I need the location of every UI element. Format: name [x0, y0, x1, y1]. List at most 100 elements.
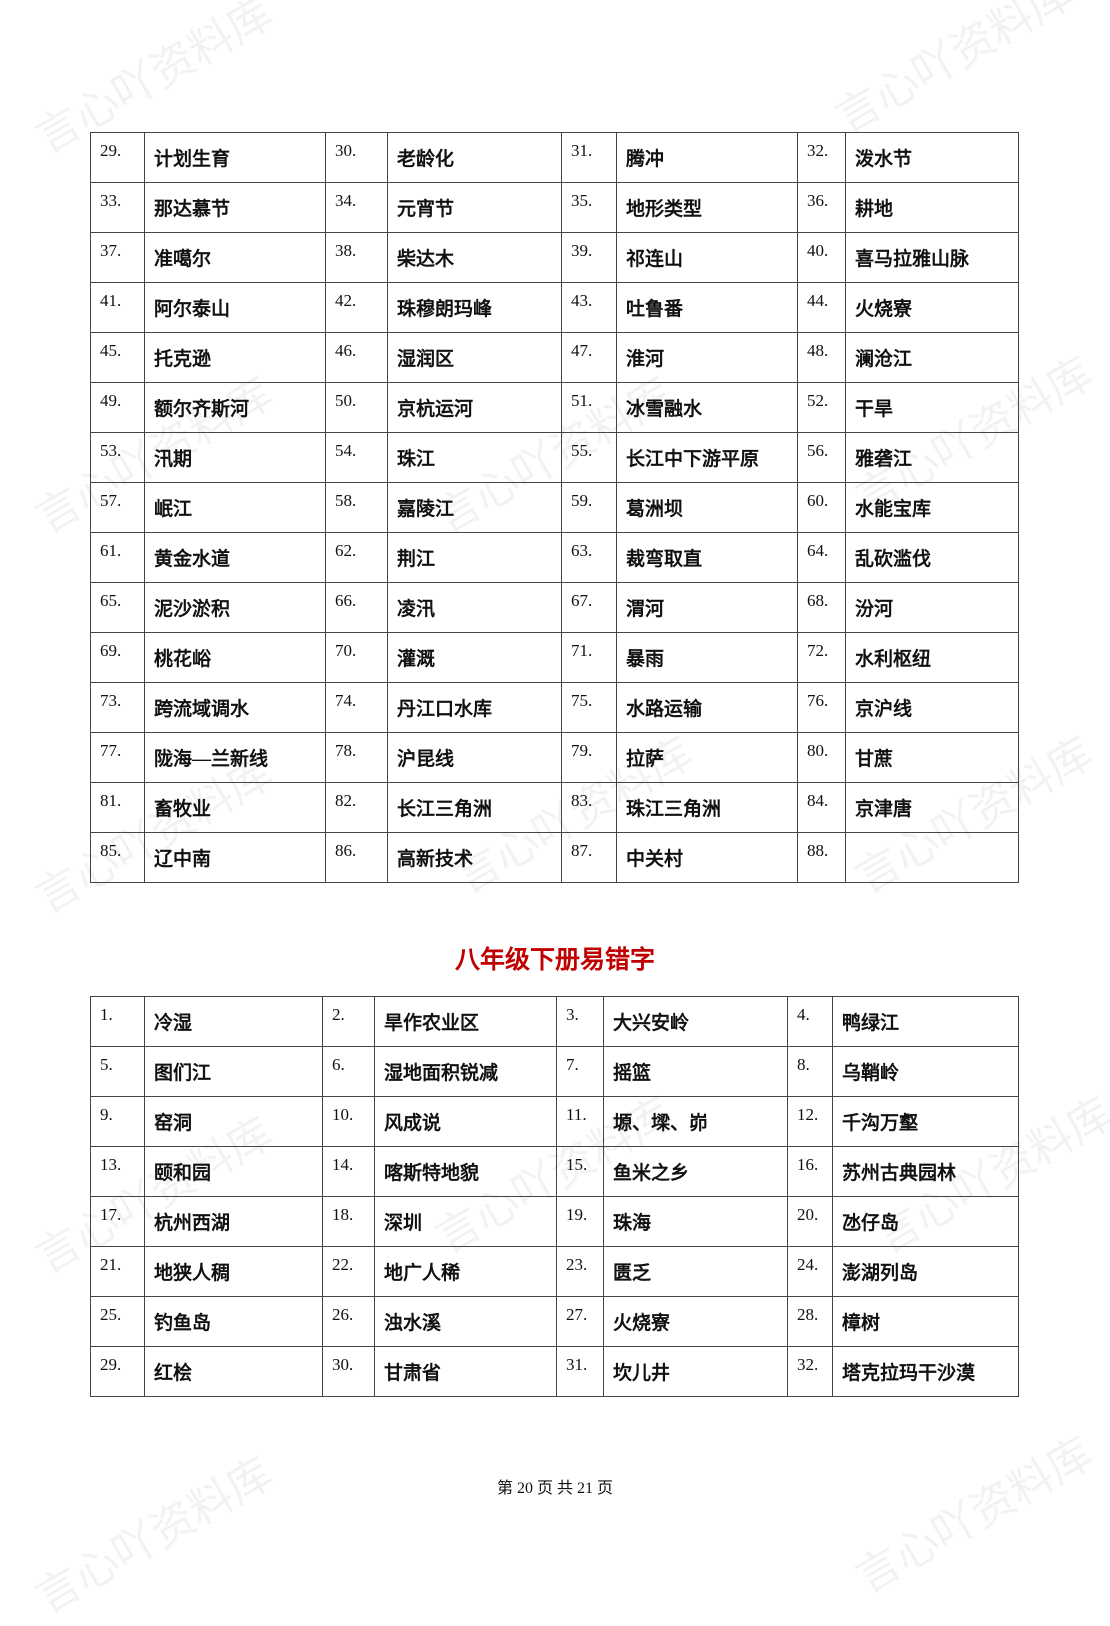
number-cell: 77. — [90, 732, 145, 783]
term-cell: 窑洞 — [144, 1096, 323, 1147]
number-cell: 55. — [561, 432, 617, 483]
term-cell: 火烧寮 — [603, 1296, 788, 1347]
table: 29. 计划生育 30. 老龄化 31. 腾冲 32. 泼水节 33. 那达慕节 34. 元宵节 35.… — [90, 132, 1019, 883]
term-cell: 风成说 — [374, 1096, 557, 1147]
term-cell: 深圳 — [374, 1196, 557, 1247]
number-cell: 8. — [787, 1046, 833, 1097]
table-row: 37. 准噶尔 38. 柴达木 39. 祁连山 40. 喜马拉雅山脉 — [90, 232, 1019, 283]
number-cell: 48. — [797, 332, 846, 383]
term-cell: 京沪线 — [845, 682, 1019, 733]
number-cell: 33. — [90, 182, 145, 233]
table-row: 77. 陇海—兰新线 78. 沪昆线 79. 拉萨 80. 甘蔗 — [90, 732, 1019, 783]
term-cell: 珠江三角洲 — [616, 782, 798, 833]
table-row: 65. 泥沙淤积 66. 凌汛 67. 渭河 68. 汾河 — [90, 582, 1019, 633]
term-cell: 渭河 — [616, 582, 798, 633]
number-cell: 37. — [90, 232, 145, 283]
table-row: 33. 那达慕节 34. 元宵节 35. 地形类型 36. 耕地 — [90, 182, 1019, 233]
number-cell: 26. — [322, 1296, 375, 1347]
number-cell: 3. — [556, 996, 604, 1047]
number-cell: 69. — [90, 632, 145, 683]
term-cell: 喀斯特地貌 — [374, 1146, 557, 1197]
number-cell: 44. — [797, 282, 846, 333]
number-cell: 62. — [325, 532, 388, 583]
table-row: 49. 额尔齐斯河 50. 京杭运河 51. 冰雪融水 52. 干旱 — [90, 382, 1019, 433]
number-cell: 23. — [556, 1246, 604, 1297]
number-cell: 59. — [561, 482, 617, 533]
number-cell: 63. — [561, 532, 617, 583]
watermark: 言心吖资料库 — [847, 1428, 1101, 1604]
page-footer: 第 20 页 共 21 页 — [496, 1480, 613, 1497]
number-cell: 40. — [797, 232, 846, 283]
term-cell: 中关村 — [616, 832, 798, 883]
number-cell: 28. — [787, 1296, 833, 1347]
number-cell: 75. — [561, 682, 617, 733]
table-row: 81. 畜牧业 82. 长江三角洲 83. 珠江三角洲 84. 京津唐 — [90, 782, 1019, 833]
table-row: 73. 跨流域调水 74. 丹江口水库 75. 水路运输 76. 京沪线 — [90, 682, 1019, 733]
number-cell: 1. — [90, 996, 145, 1047]
term-cell: 坎儿井 — [603, 1346, 788, 1397]
number-cell: 73. — [90, 682, 145, 733]
number-cell: 67. — [561, 582, 617, 633]
number-cell: 84. — [797, 782, 846, 833]
number-cell: 4. — [787, 996, 833, 1047]
term-cell: 鸭绿江 — [832, 996, 1019, 1047]
number-cell: 86. — [325, 832, 388, 883]
term-cell: 长江三角洲 — [387, 782, 562, 833]
term-cell: 钓鱼岛 — [144, 1296, 323, 1347]
number-cell: 22. — [322, 1246, 375, 1297]
table-row: 9. 窑洞 10. 风成说 11. 塬、墚、峁 12. 千沟万壑 — [90, 1096, 1019, 1147]
term-cell: 红桧 — [144, 1346, 323, 1397]
number-cell: 65. — [90, 582, 145, 633]
table-row: 29. 红桧 30. 甘肃省 31. 坎儿井 32. 塔克拉玛干沙漠 — [90, 1346, 1019, 1397]
table-row: 25. 钓鱼岛 26. 浊水溪 27. 火烧寮 28. 樟树 — [90, 1296, 1019, 1347]
watermark: 言心吖资料库 — [27, 1448, 281, 1624]
number-cell: 9. — [90, 1096, 145, 1147]
term-cell: 老龄化 — [387, 132, 562, 183]
number-cell: 31. — [561, 132, 617, 183]
number-cell: 20. — [787, 1196, 833, 1247]
term-cell: 葛洲坝 — [616, 482, 798, 533]
term-cell: 地狭人稠 — [144, 1246, 323, 1297]
term-cell: 图们江 — [144, 1046, 323, 1097]
term-cell: 阿尔泰山 — [144, 282, 326, 333]
term-cell: 鱼米之乡 — [603, 1146, 788, 1197]
term-cell: 沪昆线 — [387, 732, 562, 783]
number-cell: 87. — [561, 832, 617, 883]
table-row: 53. 汛期 54. 珠江 55. 长江中下游平原 56. 雅砻江 — [90, 432, 1019, 483]
number-cell: 32. — [787, 1346, 833, 1397]
term-cell: 额尔齐斯河 — [144, 382, 326, 433]
term-cell: 陇海—兰新线 — [144, 732, 326, 783]
number-cell: 80. — [797, 732, 846, 783]
term-cell: 托克逊 — [144, 332, 326, 383]
number-cell: 61. — [90, 532, 145, 583]
table-row: 21. 地狭人稠 22. 地广人稀 23. 匮乏 24. 澎湖列岛 — [90, 1246, 1019, 1297]
number-cell: 76. — [797, 682, 846, 733]
table-row: 69. 桃花峪 70. 灌溉 71. 暴雨 72. 水利枢纽 — [90, 632, 1019, 683]
number-cell: 74. — [325, 682, 388, 733]
number-cell: 81. — [90, 782, 145, 833]
term-cell: 大兴安岭 — [603, 996, 788, 1047]
table-row: 85. 辽中南 86. 高新技术 87. 中关村 88. — [90, 832, 1019, 883]
number-cell: 34. — [325, 182, 388, 233]
term-cell: 甘肃省 — [374, 1346, 557, 1397]
table-row: 17. 杭州西湖 18. 深圳 19. 珠海 20. 氹仔岛 — [90, 1196, 1019, 1247]
term-cell: 元宵节 — [387, 182, 562, 233]
number-cell: 6. — [322, 1046, 375, 1097]
term-cell: 那达慕节 — [144, 182, 326, 233]
term-cell: 湿润区 — [387, 332, 562, 383]
term-cell: 跨流域调水 — [144, 682, 326, 733]
table-row: 41. 阿尔泰山 42. 珠穆朗玛峰 43. 吐鲁番 44. 火烧寮 — [90, 282, 1019, 333]
number-cell: 10. — [322, 1096, 375, 1147]
term-cell: 千沟万壑 — [832, 1096, 1019, 1147]
table: 1. 冷湿 2. 旱作农业区 3. 大兴安岭 4. 鸭绿江 5. 图们江 6. 湿地面积锐减 7. 摇篮 8… — [90, 996, 1019, 1397]
term-cell: 畜牧业 — [144, 782, 326, 833]
term-cell: 塬、墚、峁 — [603, 1096, 788, 1147]
number-cell: 58. — [325, 482, 388, 533]
term-cell: 地形类型 — [616, 182, 798, 233]
number-cell: 36. — [797, 182, 846, 233]
term-cell: 泥沙淤积 — [144, 582, 326, 633]
number-cell: 25. — [90, 1296, 145, 1347]
number-cell: 14. — [322, 1146, 375, 1197]
term-cell: 耕地 — [845, 182, 1019, 233]
number-cell: 7. — [556, 1046, 604, 1097]
